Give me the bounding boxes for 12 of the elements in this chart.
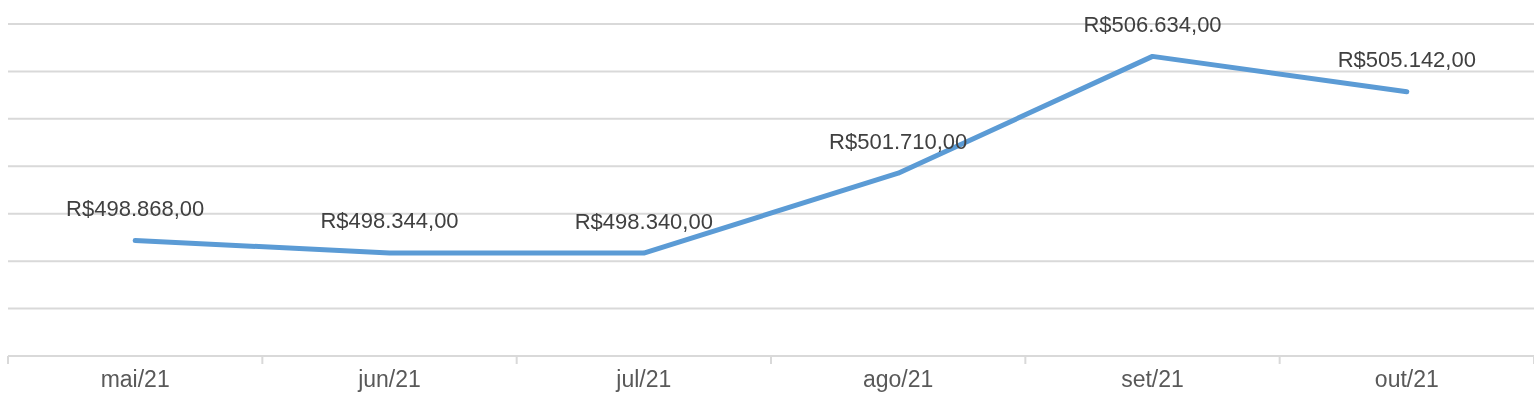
data-label: R$498.340,00	[574, 208, 713, 234]
data-label: R$501.710,00	[829, 128, 968, 154]
x-tick-label: jul/21	[615, 366, 672, 393]
x-tick-label: set/21	[1121, 366, 1184, 393]
x-tick-label: out/21	[1374, 366, 1439, 393]
data-label: R$505.142,00	[1337, 47, 1476, 73]
data-label: R$506.634,00	[1083, 11, 1222, 37]
data-label: R$498.344,00	[320, 208, 459, 234]
x-tick-label: jun/21	[357, 366, 421, 393]
x-tick-label: ago/21	[862, 366, 934, 393]
data-label: R$498.868,00	[66, 196, 205, 222]
x-tick-label: mai/21	[100, 366, 170, 393]
